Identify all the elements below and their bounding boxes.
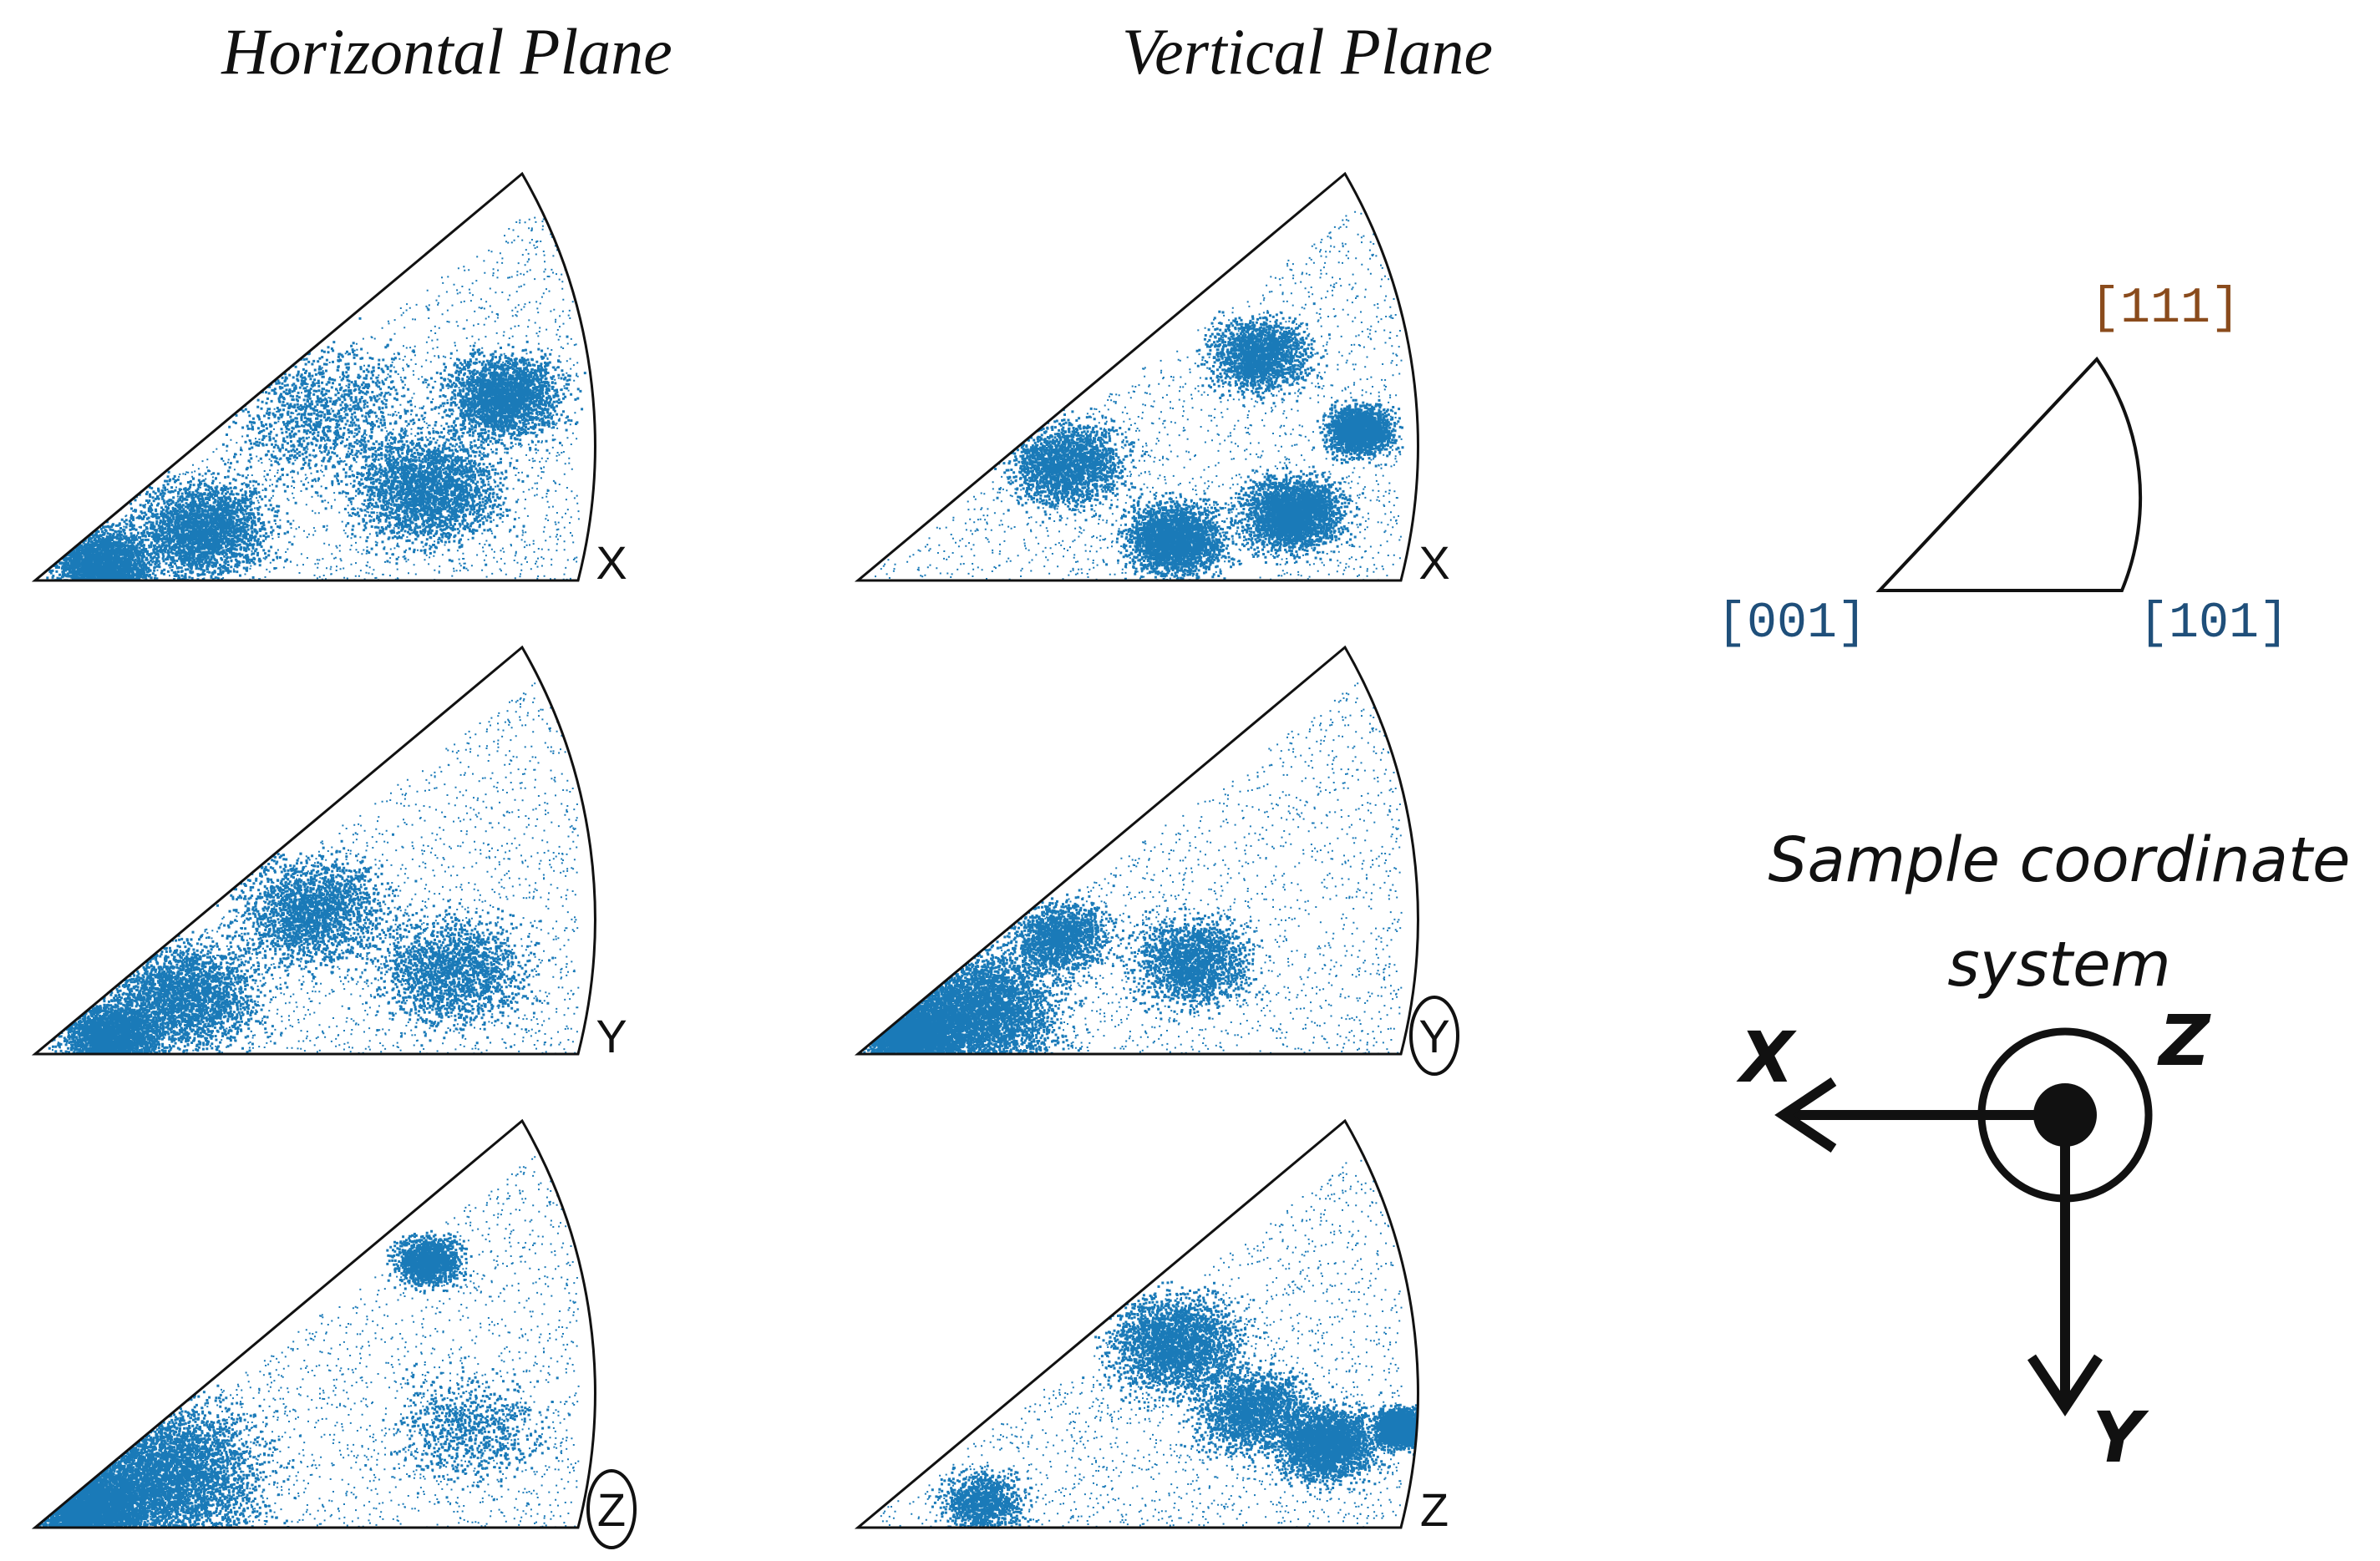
ipf-panel-h-x: X (31, 171, 627, 589)
ipf-outline-h-x (31, 171, 596, 582)
ipf-dot-cloud-v-z (880, 1122, 1418, 1528)
y-axis-arrowhead (2027, 1354, 2103, 1417)
ipf-dots-h-x (35, 186, 586, 580)
key-triangle-outline (1875, 356, 2143, 592)
ipf-dots-h-y (46, 651, 580, 1054)
ipf-axis-label-h-z: Z (597, 1483, 626, 1536)
ipf-dot-cloud-h-x (35, 186, 586, 580)
ipf-axis-label-v-y: Y (1418, 1010, 1449, 1062)
x-axis-arrowhead (1774, 1077, 1837, 1153)
sample-coords-title-line1: Sample coordinate (1769, 824, 2351, 896)
ipf-panel-v-z: Z (854, 1118, 1449, 1536)
ipf-outline-h-z (31, 1118, 596, 1529)
key-label-111: [111] (2090, 281, 2240, 337)
ipf-panel-v-y: Y (854, 645, 1459, 1076)
ipf-axis-label-h-y: Y (596, 1010, 627, 1062)
y-axis-label: Y (2093, 1396, 2149, 1478)
column-title-vertical: Vertical Plane (1122, 15, 1493, 88)
ipf-axis-circle-h-z (586, 1469, 637, 1549)
ipf-outline-v-y (854, 645, 1419, 1056)
ipf-dot-cloud-v-y (858, 648, 1403, 1054)
ipf-panel-h-z: Z (31, 1118, 637, 1549)
ipf-dots-v-y (858, 648, 1403, 1054)
ipf-dot-cloud-h-y (46, 651, 580, 1054)
sample-coordinate-system: Sample coordinate system X Z Y (1736, 824, 2351, 1478)
ipf-outline-v-z (854, 1118, 1419, 1529)
ipf-axis-label-v-x: X (1418, 536, 1449, 589)
ipf-panel-h-y: Y (31, 645, 627, 1062)
ipf-dot-cloud-h-z (35, 1122, 580, 1528)
key-label-001: [001] (1717, 596, 1867, 652)
ipf-axis-label-h-x: X (596, 536, 627, 589)
column-title-horizontal: Horizontal Plane (221, 15, 672, 88)
ipf-dots-h-z (35, 1122, 580, 1528)
ipf-axis-label-v-z: Z (1420, 1483, 1449, 1536)
ipf-dots-v-z (880, 1122, 1418, 1528)
ipf-outline-h-y (31, 645, 596, 1056)
ipf-dots-v-x (875, 175, 1404, 580)
ipf-outline-v-x (854, 171, 1419, 582)
x-axis-label: X (1736, 1016, 1798, 1098)
sample-coords-title-line2: system (1947, 929, 2171, 1001)
ipf-axis-circle-v-y (1409, 996, 1459, 1076)
ipf-panel-v-x: X (854, 171, 1450, 589)
key-label-101: [101] (2139, 596, 2289, 652)
ipf-dot-cloud-v-x (875, 175, 1404, 580)
ipf-key-triangle: [111] [001] [101] (1717, 281, 2289, 652)
ipf-panels: X Y Z X Y Z (31, 171, 1459, 1549)
z-axis-label: Z (2157, 1000, 2212, 1082)
